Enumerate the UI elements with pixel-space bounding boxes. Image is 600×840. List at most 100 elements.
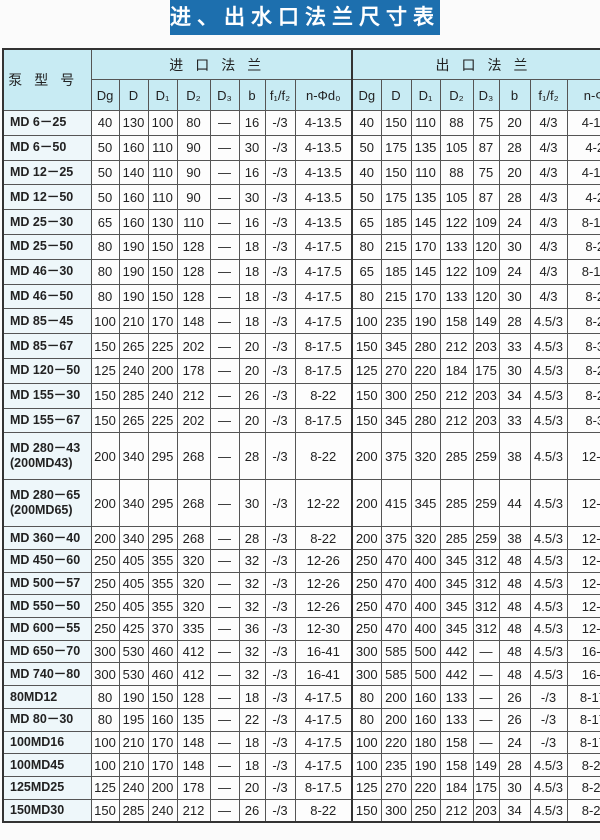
value-cell: 90 [176, 159, 211, 186]
value-cell: -/3 [264, 617, 296, 641]
value-cell: 4-17.5 [294, 233, 353, 260]
value-cell: 130 [147, 209, 178, 235]
value-cell: 200 [147, 357, 178, 384]
value-cell: 8-22 [294, 382, 353, 409]
outlet-flange-header: 出口法兰 [351, 48, 600, 80]
value-cell: 4-17.5 [294, 308, 353, 335]
value-cell: 345 [410, 479, 441, 528]
value-cell: 32 [238, 594, 266, 619]
value-cell: 4.5/3 [529, 617, 568, 641]
value-cell: 50 [90, 184, 120, 211]
value-cell: 12-26 [294, 571, 353, 596]
value-cell: 4-17.5 [294, 730, 353, 755]
value-cell: 8-17. [566, 685, 600, 709]
value-cell: 178 [176, 357, 211, 384]
value-cell: -/3 [264, 110, 296, 136]
value-cell: 184 [439, 357, 474, 384]
value-cell: — [209, 159, 240, 186]
value-cell: 16 [238, 159, 266, 186]
value-cell: — [209, 233, 240, 260]
value-cell: 4-13.5 [294, 209, 353, 235]
value-cell: 26 [238, 798, 266, 823]
value-cell: -/3 [264, 258, 296, 285]
value-cell: 4-17 [566, 110, 600, 136]
table-row: MD 25－30 65 160 130 110—16 -/3 4-13.5 65 185 145 1… [2, 209, 600, 235]
value-cell: 8-26 [566, 798, 600, 823]
outlet-col-header: f₁/f₂ [529, 79, 568, 111]
value-cell: -/3 [264, 308, 296, 335]
value-cell: — [209, 283, 240, 310]
value-cell: 30 [498, 283, 531, 310]
inlet-flange-header: 进口法兰 [90, 48, 353, 80]
value-cell: -/3 [264, 707, 296, 732]
value-cell: 4.5/3 [529, 549, 568, 573]
value-cell: 28 [498, 134, 531, 161]
value-cell: — [209, 110, 240, 136]
value-cell: -/3 [264, 209, 296, 235]
value-cell: 48 [498, 594, 531, 619]
value-cell: 340 [118, 526, 149, 551]
value-cell: 285 [439, 526, 474, 551]
table-row: MD 650－70 300 530 460 412—32 -/3 16-41 300 585 50… [2, 639, 600, 664]
value-cell: 8-17.5 [294, 333, 353, 359]
flange-dimension-table-wrapper: 泵型号 进口法兰 出口法兰 Dg D D₁ D₂ D₃ b f₁/f₂ n-Φd₀ Dg D D₁ D… [2, 48, 600, 824]
value-cell: 530 [118, 639, 149, 664]
value-cell: 110 [410, 110, 441, 136]
value-cell: 50 [351, 134, 382, 161]
value-cell: -/3 [264, 479, 296, 528]
value-cell: 184 [439, 775, 474, 800]
value-cell: 160 [410, 685, 441, 709]
value-cell: 140 [118, 159, 149, 186]
value-cell: 265 [118, 407, 149, 434]
value-cell: 4/3 [529, 233, 568, 260]
outlet-col-header: D₃ [472, 79, 500, 111]
value-cell: 160 [118, 209, 149, 235]
value-cell: 12-3 [566, 549, 600, 573]
value-cell: 203 [472, 382, 500, 409]
value-cell: 135 [410, 184, 441, 211]
value-cell: 26 [498, 707, 531, 732]
value-cell: 355 [147, 549, 178, 573]
value-cell: 470 [380, 594, 412, 619]
value-cell: 150 [147, 258, 178, 285]
value-cell: 312 [472, 594, 500, 619]
value-cell: 20 [498, 110, 531, 136]
value-cell: 150 [380, 110, 412, 136]
value-cell: 442 [439, 639, 474, 664]
value-cell: -/3 [264, 382, 296, 409]
value-cell: 405 [118, 549, 149, 573]
value-cell: 400 [410, 594, 441, 619]
value-cell: 160 [118, 184, 149, 211]
model-cell: MD 12－25 [2, 159, 92, 186]
value-cell: — [472, 639, 500, 664]
value-cell: 585 [380, 662, 412, 687]
value-cell: 20 [238, 333, 266, 359]
value-cell: 190 [118, 283, 149, 310]
value-cell: 8-2 [566, 283, 600, 310]
value-cell: 80 [90, 258, 120, 285]
value-cell: 75 [472, 159, 500, 186]
value-cell: 470 [380, 571, 412, 596]
value-cell: 4-17.5 [294, 685, 353, 709]
value-cell: 24 [498, 730, 531, 755]
model-cell: MD 12－50 [2, 184, 92, 211]
value-cell: 235 [380, 753, 412, 777]
value-cell: 375 [380, 432, 412, 481]
value-cell: 200 [380, 685, 412, 709]
value-cell: 12-22 [294, 479, 353, 528]
value-cell: 4.5/3 [529, 753, 568, 777]
value-cell: — [209, 479, 240, 528]
value-cell: 4-13.5 [294, 134, 353, 161]
value-cell: 340 [118, 432, 149, 481]
value-cell: 40 [90, 110, 120, 136]
value-cell: 100 [90, 308, 120, 335]
value-cell: 110 [147, 184, 178, 211]
value-cell: 250 [351, 549, 382, 573]
value-cell: — [209, 357, 240, 384]
table-row: MD 280－43 (200MD43) 200 340 295 268—28 -/3 8-22… [2, 432, 600, 481]
value-cell: 345 [439, 571, 474, 596]
value-cell: 4/3 [529, 110, 568, 136]
value-cell: 4.5/3 [529, 594, 568, 619]
value-cell: 4.5/3 [529, 526, 568, 551]
value-cell: 312 [472, 617, 500, 641]
